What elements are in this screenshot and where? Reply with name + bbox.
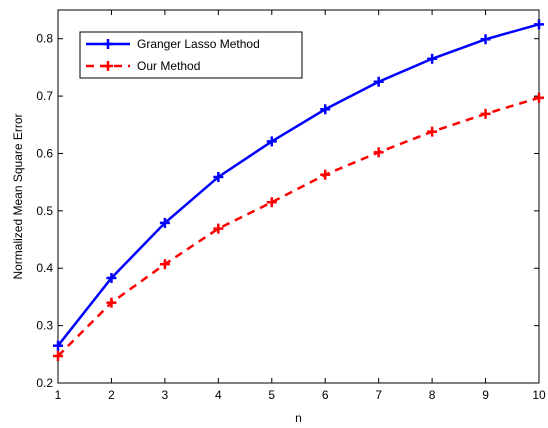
series-2-point	[106, 297, 117, 308]
y-tick-label: 0.5	[36, 204, 53, 218]
x-tick-label: 2	[108, 388, 115, 402]
series-1-point	[427, 53, 438, 64]
series-1-point	[53, 340, 63, 351]
x-tick-label: 8	[429, 388, 436, 402]
y-axis-ticks: 0.2 0.3 0.4 0.5 0.6 0.7 0.8	[36, 32, 539, 390]
series-1-point	[106, 272, 117, 283]
series-2-point	[213, 223, 224, 234]
legend-marker-2	[103, 61, 113, 71]
series-2-point	[320, 169, 331, 180]
series-layer	[53, 19, 544, 362]
x-tick-label: 10	[532, 388, 546, 402]
series-2-point	[427, 126, 438, 137]
x-tick-label: 1	[55, 388, 62, 402]
legend-marker-1	[103, 39, 113, 49]
legend-box	[79, 31, 303, 79]
legend-label-2: Our Method	[137, 59, 200, 73]
series-2-point	[159, 259, 170, 270]
y-tick-label: 0.4	[36, 261, 53, 275]
x-axis-ticks: 1 2 3 4 5 6 7 8 9 10	[55, 10, 546, 402]
series-2-point	[373, 147, 384, 158]
series-line-1	[57, 23, 540, 347]
y-tick-label: 0.6	[36, 146, 53, 160]
x-tick-label: 7	[375, 388, 382, 402]
y-tick-label: 0.3	[36, 319, 53, 333]
y-tick-label: 0.2	[36, 376, 53, 390]
x-tick-label: 5	[268, 388, 275, 402]
x-tick-label: 9	[482, 388, 489, 402]
series-1-point	[534, 19, 544, 30]
series-2-point	[266, 197, 277, 208]
y-axis-label: Normalized Mean Square Error	[11, 113, 25, 279]
series-2-point	[534, 92, 544, 103]
series-1-point	[480, 34, 491, 45]
x-tick-label: 4	[215, 388, 222, 402]
legend-label-1: Granger Lasso Method	[137, 37, 260, 51]
x-axis-label: n	[295, 411, 302, 425]
y-tick-label: 0.8	[36, 32, 53, 46]
series-1-point	[320, 104, 331, 115]
legend: Granger Lasso Method Our Method	[79, 31, 303, 79]
x-tick-label: 3	[162, 388, 169, 402]
series-1-point	[159, 217, 170, 228]
series-2-point	[53, 351, 63, 362]
x-tick-label: 6	[322, 388, 329, 402]
series-1-point	[213, 171, 224, 182]
series-line-2	[57, 96, 540, 357]
y-tick-label: 0.7	[36, 89, 53, 103]
series-2-point	[480, 108, 491, 119]
series-1-point	[373, 76, 384, 87]
series-1-point	[266, 136, 277, 147]
